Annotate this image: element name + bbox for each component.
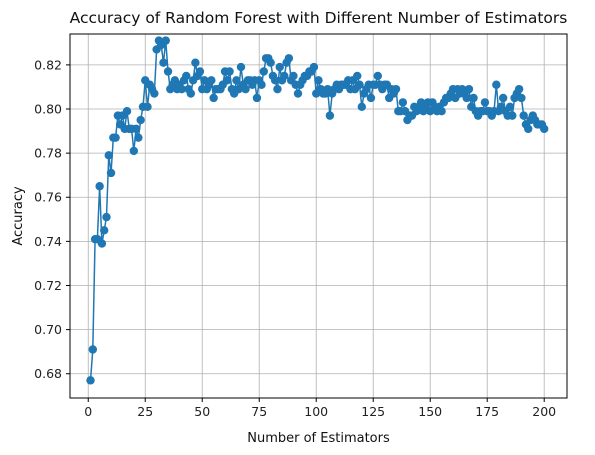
data-point — [353, 71, 362, 81]
data-point — [86, 376, 95, 385]
data-point — [195, 67, 205, 76]
data-point — [100, 226, 109, 235]
data-point — [102, 212, 111, 222]
data-point — [209, 93, 218, 103]
data-point — [131, 124, 141, 134]
ticks: 0 25 50 75 100 125 150 175 200 0.68 0.70 0.72 0.74 0.… — [34, 57, 556, 419]
data-point — [284, 54, 294, 63]
data-point — [437, 107, 446, 116]
data-point — [97, 239, 107, 248]
data-point — [129, 146, 139, 156]
data-point — [186, 89, 196, 98]
data-point — [106, 168, 116, 178]
data-point — [373, 71, 382, 81]
x-tick-label: 150 — [418, 404, 442, 419]
data-point — [325, 111, 335, 120]
data-point — [266, 58, 275, 67]
data-point — [505, 102, 515, 112]
data-point — [241, 84, 250, 94]
data-point — [104, 151, 113, 160]
data-point — [280, 71, 289, 81]
data-point — [252, 93, 262, 103]
data-point — [498, 93, 508, 103]
data-point — [223, 76, 232, 85]
data-point — [88, 345, 98, 354]
y-tick-label: 0.74 — [34, 234, 62, 249]
data-point — [524, 124, 533, 134]
y-tick-label: 0.70 — [34, 322, 62, 337]
data-point — [462, 93, 471, 103]
x-axis-label: Number of Estimators — [247, 431, 390, 446]
x-tick-label: 50 — [194, 404, 210, 419]
data-point — [480, 98, 490, 107]
data-point — [111, 133, 120, 142]
data-point — [143, 102, 152, 112]
data-point — [273, 84, 282, 94]
data-point — [150, 89, 159, 98]
x-tick-label: 175 — [475, 404, 499, 419]
x-tick-label: 25 — [137, 404, 153, 419]
y-tick-label: 0.82 — [34, 57, 62, 72]
data-point — [357, 102, 367, 112]
data-point — [366, 93, 376, 103]
data-point — [398, 98, 408, 107]
data-point — [293, 89, 303, 98]
data-point — [136, 115, 145, 125]
chart-title: Accuracy of Random Forest with Different… — [70, 9, 568, 27]
x-tick-label: 125 — [361, 404, 385, 419]
plot-frame — [69, 33, 568, 399]
data-point — [540, 124, 549, 134]
data-point — [191, 58, 200, 67]
data-point — [177, 84, 186, 94]
series-layer — [86, 36, 549, 385]
data-point — [391, 84, 401, 94]
data-point — [259, 67, 268, 76]
data-point — [270, 76, 280, 85]
data-point — [289, 71, 298, 81]
data-point — [508, 111, 517, 120]
y-axis-label: Accuracy — [11, 186, 26, 246]
x-tick-label: 100 — [304, 404, 328, 419]
data-point — [236, 62, 246, 72]
data-point — [275, 62, 284, 72]
data-point — [464, 84, 474, 94]
data-point — [519, 111, 528, 120]
data-point — [257, 80, 266, 89]
data-point — [134, 133, 143, 142]
data-point — [225, 67, 234, 76]
data-point — [122, 107, 132, 116]
x-tick-label: 75 — [251, 404, 267, 419]
y-tick-label: 0.72 — [34, 278, 62, 293]
data-point — [207, 76, 216, 85]
data-point — [517, 93, 526, 103]
data-point — [314, 76, 323, 85]
data-point — [469, 93, 478, 103]
data-point — [514, 84, 524, 94]
y-tick-label: 0.78 — [34, 146, 62, 161]
y-tick-label: 0.80 — [34, 102, 62, 117]
y-tick-label: 0.76 — [34, 190, 62, 205]
data-point — [309, 62, 319, 72]
y-tick-label: 0.68 — [34, 366, 62, 381]
x-tick-label: 0 — [84, 404, 92, 419]
data-point — [232, 76, 241, 85]
data-point — [95, 182, 104, 191]
data-point — [355, 80, 364, 89]
data-point — [182, 71, 191, 81]
data-point — [161, 36, 170, 45]
x-tick-label: 200 — [532, 404, 556, 419]
data-point — [159, 58, 168, 67]
data-point — [492, 80, 501, 89]
data-point — [163, 67, 173, 76]
